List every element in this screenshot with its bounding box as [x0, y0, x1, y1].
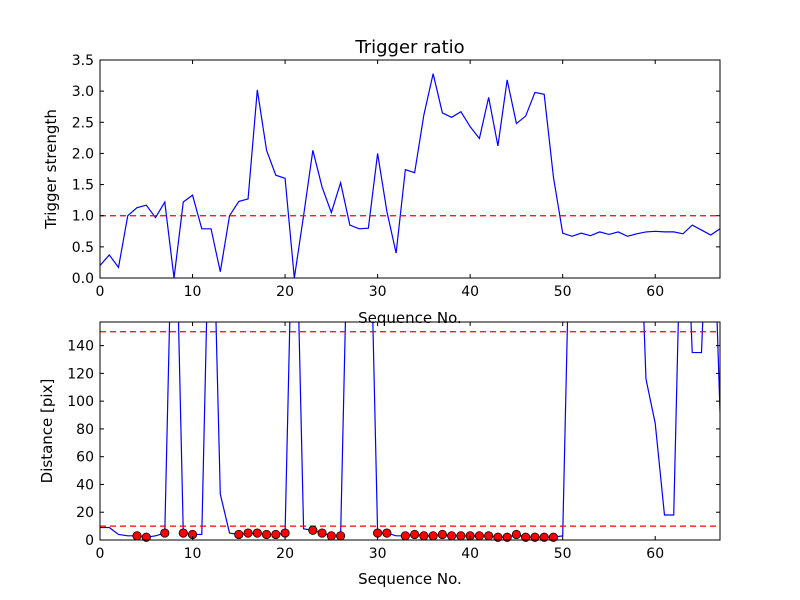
data-point-marker [308, 525, 318, 535]
chart-bottom-plot-area: 0 10 20 30 40 50 60 0 20 40 60 80 100 120 140 [67, 321, 721, 562]
data-point-marker [539, 532, 549, 542]
x-tick-label: 0 [96, 546, 105, 562]
data-point-marker [382, 528, 392, 538]
y-tick-label: 2.0 [72, 146, 94, 162]
x-tick-label: 40 [461, 284, 479, 300]
data-point-marker [437, 529, 447, 540]
x-tick-label: 10 [184, 284, 202, 300]
data-point-marker [335, 531, 346, 541]
chart-top-title: Trigger ratio [354, 37, 464, 58]
data-point-marker [410, 529, 420, 540]
y-tick-label: 60 [76, 450, 94, 466]
y-tick-label: 100 [67, 394, 94, 410]
data-point-marker [447, 531, 457, 541]
data-point-marker [530, 532, 540, 542]
data-point-marker [160, 528, 170, 538]
data-point-marker [234, 529, 244, 540]
y-tick-label: 80 [76, 422, 94, 438]
chart-bottom: Sequence No. Distance [pix] 0 10 20 30 40 50 6… [38, 321, 721, 588]
axes-frame [99, 321, 721, 541]
chart-top-xlabel: Sequence No. [358, 309, 462, 327]
y-tick-label: 2.5 [72, 115, 94, 131]
data-point-marker [132, 531, 142, 541]
data-point-marker [548, 532, 559, 542]
data-point-marker [261, 529, 272, 540]
y-tick-label: 0.0 [72, 271, 94, 287]
x-tick-label: 60 [646, 546, 664, 562]
chart-top-plot-area: 0 10 20 30 40 50 60 0.0 0.5 1.0 1.5 2.0 2.5 3.0 3.5 [72, 53, 721, 300]
data-point-marker [400, 531, 410, 541]
y-tick-label: 140 [67, 339, 94, 355]
x-tick-label: 50 [554, 546, 572, 562]
y-tick-label: 120 [67, 366, 94, 382]
data-point-marker [141, 532, 151, 542]
data-point-marker [280, 528, 290, 538]
data-point-marker [511, 529, 522, 540]
data-point-marker [428, 531, 438, 541]
y-tick-label: 3.0 [72, 84, 94, 100]
y-tick-label: 1.0 [72, 209, 94, 225]
x-tick-label: 60 [646, 284, 664, 300]
x-tick-label: 30 [369, 284, 387, 300]
data-point-marker [243, 528, 253, 538]
x-tick-label: 50 [554, 284, 572, 300]
data-point-marker [456, 531, 466, 541]
data-point-marker [271, 529, 281, 540]
data-point-marker [484, 531, 494, 541]
data-point-marker [493, 532, 503, 542]
y-tick-label: 0.5 [72, 240, 94, 256]
x-tick-label: 20 [276, 546, 294, 562]
data-point-marker [521, 532, 531, 542]
y-tick-label: 40 [76, 477, 94, 493]
data-point-marker [326, 531, 336, 541]
data-point-marker [474, 531, 485, 541]
series-line [100, 322, 720, 538]
x-tick-label: 20 [276, 284, 294, 300]
chart-top-ylabel: Trigger strength [42, 109, 60, 230]
y-tick-label: 0 [85, 533, 94, 549]
x-tick-label: 0 [96, 284, 105, 300]
x-tick-label: 40 [461, 546, 479, 562]
axes-frame [99, 59, 721, 279]
chart-top: Trigger ratio Sequence No. Trigger stren… [42, 37, 721, 327]
y-tick-label: 1.5 [72, 178, 94, 194]
x-tick-label: 10 [184, 546, 202, 562]
y-tick-label: 3.5 [72, 53, 94, 69]
data-point-marker [419, 531, 429, 541]
y-tick-label: 20 [76, 505, 94, 521]
data-point-marker [252, 528, 262, 538]
data-point-marker [373, 528, 383, 538]
x-tick-label: 30 [369, 546, 387, 562]
data-point-marker [502, 532, 512, 542]
data-point-marker [178, 528, 188, 538]
series-line [100, 73, 720, 278]
chart-bottom-ylabel: Distance [pix] [38, 379, 56, 484]
chart-bottom-xlabel: Sequence No. [358, 570, 462, 588]
data-point-marker [317, 528, 327, 538]
